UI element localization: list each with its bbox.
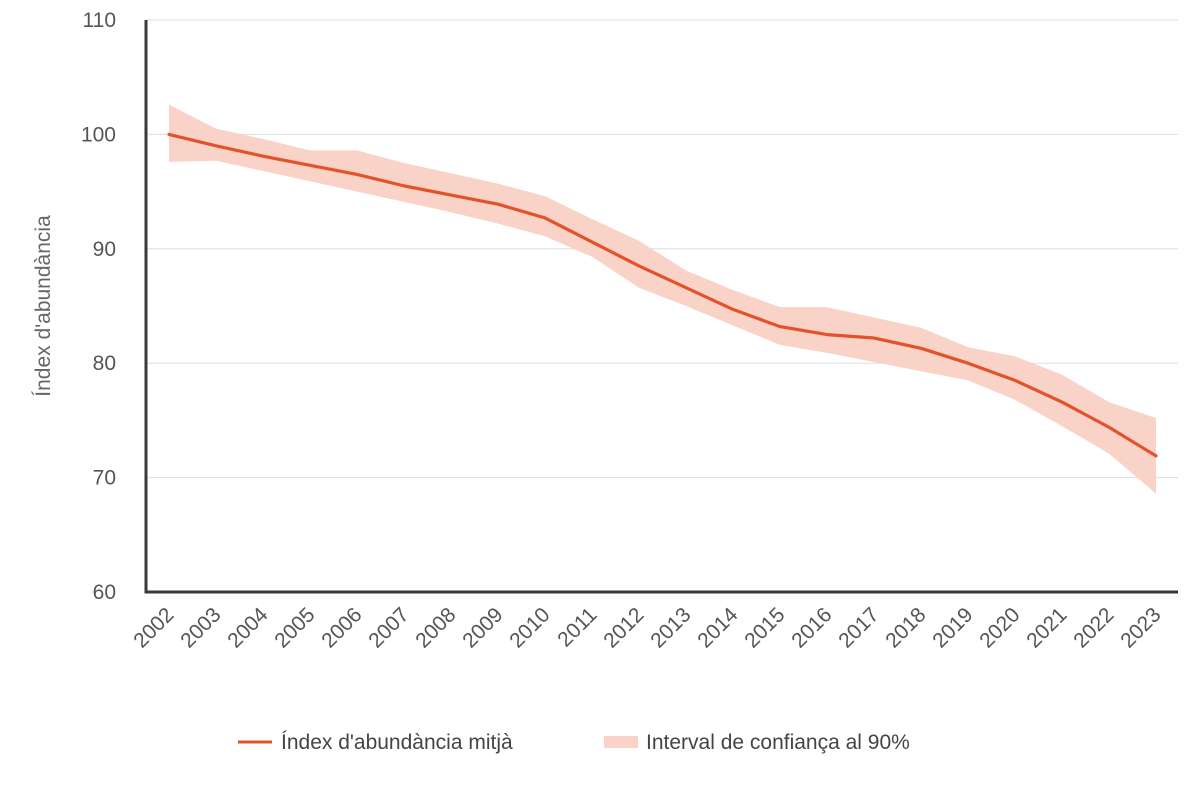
x-tick-label: 2003: [176, 603, 225, 652]
y-tick-labels: 60 70 80 90 100 110: [81, 9, 116, 604]
y-tick-label: 60: [93, 581, 116, 604]
x-tick-label: 2009: [458, 603, 507, 652]
x-tick-labels: 2002200320042005200620072008200920102011…: [129, 603, 1165, 653]
x-tick-label: 2023: [1116, 603, 1165, 652]
x-tick-label: 2012: [599, 603, 648, 652]
y-tick-label: 70: [93, 467, 116, 490]
x-tick-label: 2018: [881, 603, 930, 652]
x-tick-label: 2015: [740, 603, 789, 652]
x-tick-label: 2008: [411, 603, 460, 652]
x-tick-label: 2022: [1069, 603, 1118, 652]
x-tick-label: 2004: [223, 603, 273, 653]
x-tick-label: 2019: [928, 603, 977, 652]
gridlines: [146, 19, 1178, 479]
legend-label-mean: Índex d'abundància mitjà: [281, 731, 513, 754]
y-tick-label: 110: [83, 9, 116, 32]
x-tick-label: 2021: [1022, 603, 1071, 652]
x-tick-label: 2014: [693, 603, 743, 653]
mean-index-line: [167, 132, 1158, 458]
x-tick-label: 2002: [129, 603, 178, 652]
x-tick-label: 2020: [975, 603, 1024, 652]
x-tick-label: 2013: [646, 603, 695, 652]
legend-label-band: Interval de confiança al 90%: [646, 731, 910, 754]
legend: Índex d'abundància mitjà Interval de con…: [238, 731, 910, 754]
x-tick-label: 2007: [364, 603, 413, 652]
confidence-band-layer: [169, 104, 1156, 494]
x-tick-label: 2005: [270, 603, 319, 652]
axes: [144, 20, 1178, 594]
mean-line-layer: [167, 132, 1158, 458]
x-tick-label: 2011: [553, 603, 601, 651]
confidence-band: [169, 104, 1156, 494]
y-axis-title: Índex d'abundància: [32, 215, 55, 397]
y-tick-label: 80: [93, 352, 116, 375]
x-tick-label: 2016: [787, 603, 836, 652]
y-tick-label: 100: [81, 123, 116, 146]
x-tick-label: 2006: [317, 603, 366, 652]
legend-band-swatch: [604, 736, 638, 748]
y-tick-label: 90: [93, 238, 116, 261]
x-tick-label: 2017: [834, 603, 883, 652]
x-tick-label: 2010: [505, 603, 554, 652]
